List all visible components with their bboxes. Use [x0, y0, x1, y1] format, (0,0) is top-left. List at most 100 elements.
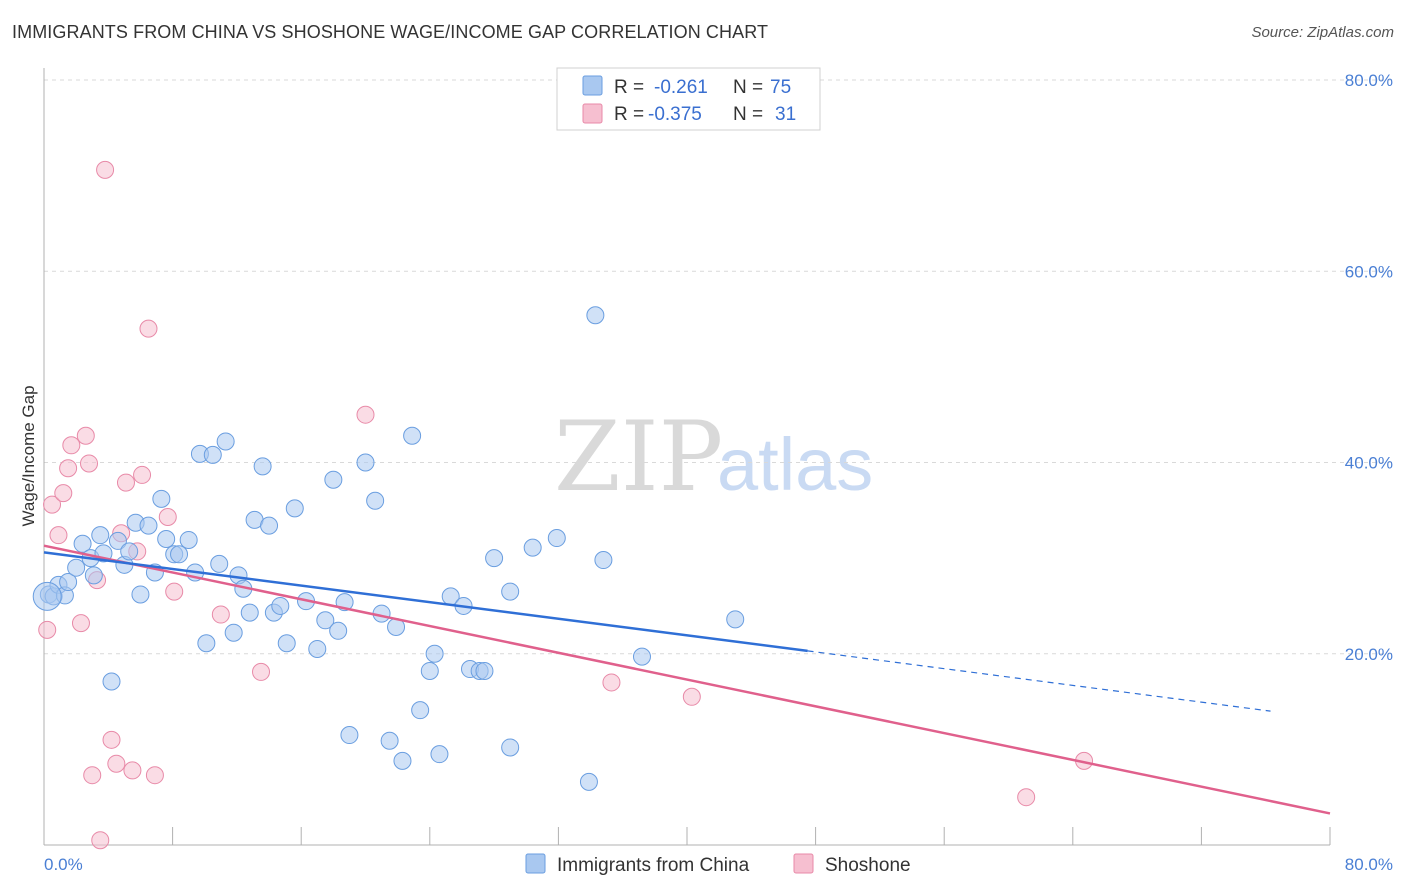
data-point-shoshone [59, 459, 78, 478]
data-point-china [170, 545, 189, 564]
data-point-china [308, 639, 327, 658]
data-point-shoshone [145, 766, 164, 785]
data-point-shoshone [96, 160, 115, 179]
gridlines [44, 79, 1393, 655]
data-point-shoshone [71, 614, 90, 633]
data-point-china [485, 549, 504, 568]
data-point-china [139, 516, 158, 535]
legend-n-label-shoshone: N = [733, 104, 763, 125]
data-point-china [84, 566, 103, 585]
data-point-shoshone [102, 730, 121, 749]
data-point-china [594, 551, 613, 570]
watermark-atlas: atlas [717, 423, 873, 506]
legend-r-value-shoshone: -0.375 [648, 104, 702, 125]
data-point-shoshone [133, 465, 152, 484]
legend-n-label-china: N = [733, 77, 763, 98]
data-point-shoshone [38, 620, 57, 639]
y-tick-label-60: 60.0% [1345, 262, 1393, 281]
data-point-shoshone [107, 754, 126, 773]
legend-r-value-china: -0.261 [654, 77, 708, 98]
data-point-china [523, 538, 542, 557]
data-point-china [73, 534, 92, 553]
chart-title: IMMIGRANTS FROM CHINA VS SHOSHONE WAGE/I… [12, 22, 769, 42]
data-point-china [393, 751, 412, 770]
data-point-shoshone [83, 766, 102, 785]
data-point-china [430, 745, 449, 764]
data-point-china [547, 529, 566, 548]
data-point-shoshone [682, 687, 701, 706]
chart-source: Source: ZipAtlas.com [1251, 24, 1394, 41]
y-axis-label: Wage/Income Gap [19, 385, 38, 526]
series-shoshone-points [38, 160, 1094, 850]
legend-swatch-shoshone-bottom [793, 853, 814, 874]
data-point-shoshone [211, 605, 230, 624]
trend-line-china-extension [807, 650, 1271, 712]
data-point-china [420, 661, 439, 680]
legend-n-value-china: 75 [770, 77, 791, 98]
data-point-china [380, 731, 399, 750]
legend-n-value-shoshone: 31 [775, 104, 796, 125]
trend-lines [43, 544, 1331, 815]
legend-r-label-shoshone: R = [614, 104, 644, 125]
y-tick-label-40: 40.0% [1345, 454, 1393, 473]
y-tick-label-80: 80.0% [1345, 71, 1393, 90]
data-point-shoshone [139, 319, 158, 338]
data-point-shoshone [158, 508, 177, 527]
data-point-china [366, 491, 385, 510]
data-point-china [501, 582, 520, 601]
data-point-china [632, 647, 651, 666]
data-point-china [579, 772, 598, 791]
watermark: ZIP atlas [554, 401, 873, 513]
data-point-china [285, 499, 304, 518]
x-axis-ticks [43, 827, 1331, 845]
data-point-china [59, 573, 78, 592]
y-tick-label-20: 20.0% [1345, 645, 1393, 664]
trend-line-shoshone [43, 544, 1331, 815]
legend-label-immigrants-from-china: Immigrants from China [557, 855, 750, 876]
data-point-china [157, 530, 176, 548]
data-point-shoshone [356, 405, 375, 424]
data-point-china [271, 596, 290, 615]
data-point-china [324, 470, 343, 489]
data-point-shoshone [165, 582, 184, 601]
data-point-china [120, 542, 139, 561]
data-point-china [726, 610, 745, 629]
correlation-legend: R = -0.261 N = 75 R = -0.375 N = 31 [556, 67, 821, 131]
data-point-china [32, 581, 62, 611]
series-legend: Immigrants from China Shoshone [525, 853, 911, 876]
legend-r-label-china: R = [614, 77, 644, 98]
data-point-shoshone [1017, 788, 1036, 807]
data-point-china [475, 661, 494, 680]
trend-line-china [43, 551, 808, 653]
data-point-shoshone [91, 831, 110, 850]
data-point-china [179, 530, 198, 549]
data-point-china [216, 432, 235, 451]
data-point-china [210, 554, 229, 573]
data-point-china [67, 558, 86, 577]
data-point-china [411, 701, 430, 720]
data-point-china [501, 738, 520, 757]
x-tick-label-min: 0.0% [44, 855, 83, 874]
data-point-china [329, 621, 348, 640]
data-point-china [224, 623, 243, 642]
data-point-china [253, 457, 272, 476]
x-tick-label-max: 80.0% [1345, 855, 1393, 874]
data-point-china [277, 634, 296, 653]
data-point-shoshone [43, 495, 62, 514]
data-point-shoshone [76, 426, 95, 445]
data-point-shoshone [80, 454, 99, 473]
legend-swatch-china [582, 75, 603, 96]
watermark-zip: ZIP [554, 401, 723, 513]
data-point-china [203, 445, 222, 464]
data-point-china [152, 489, 171, 508]
legend-label-shoshone: Shoshone [825, 855, 911, 876]
data-point-china [108, 531, 127, 550]
data-point-shoshone [49, 526, 68, 545]
data-point-china [131, 585, 150, 604]
data-point-china [197, 634, 216, 653]
data-point-shoshone [252, 662, 271, 681]
data-point-china [260, 516, 279, 535]
legend-swatch-shoshone [582, 103, 603, 124]
data-point-china [316, 611, 335, 630]
